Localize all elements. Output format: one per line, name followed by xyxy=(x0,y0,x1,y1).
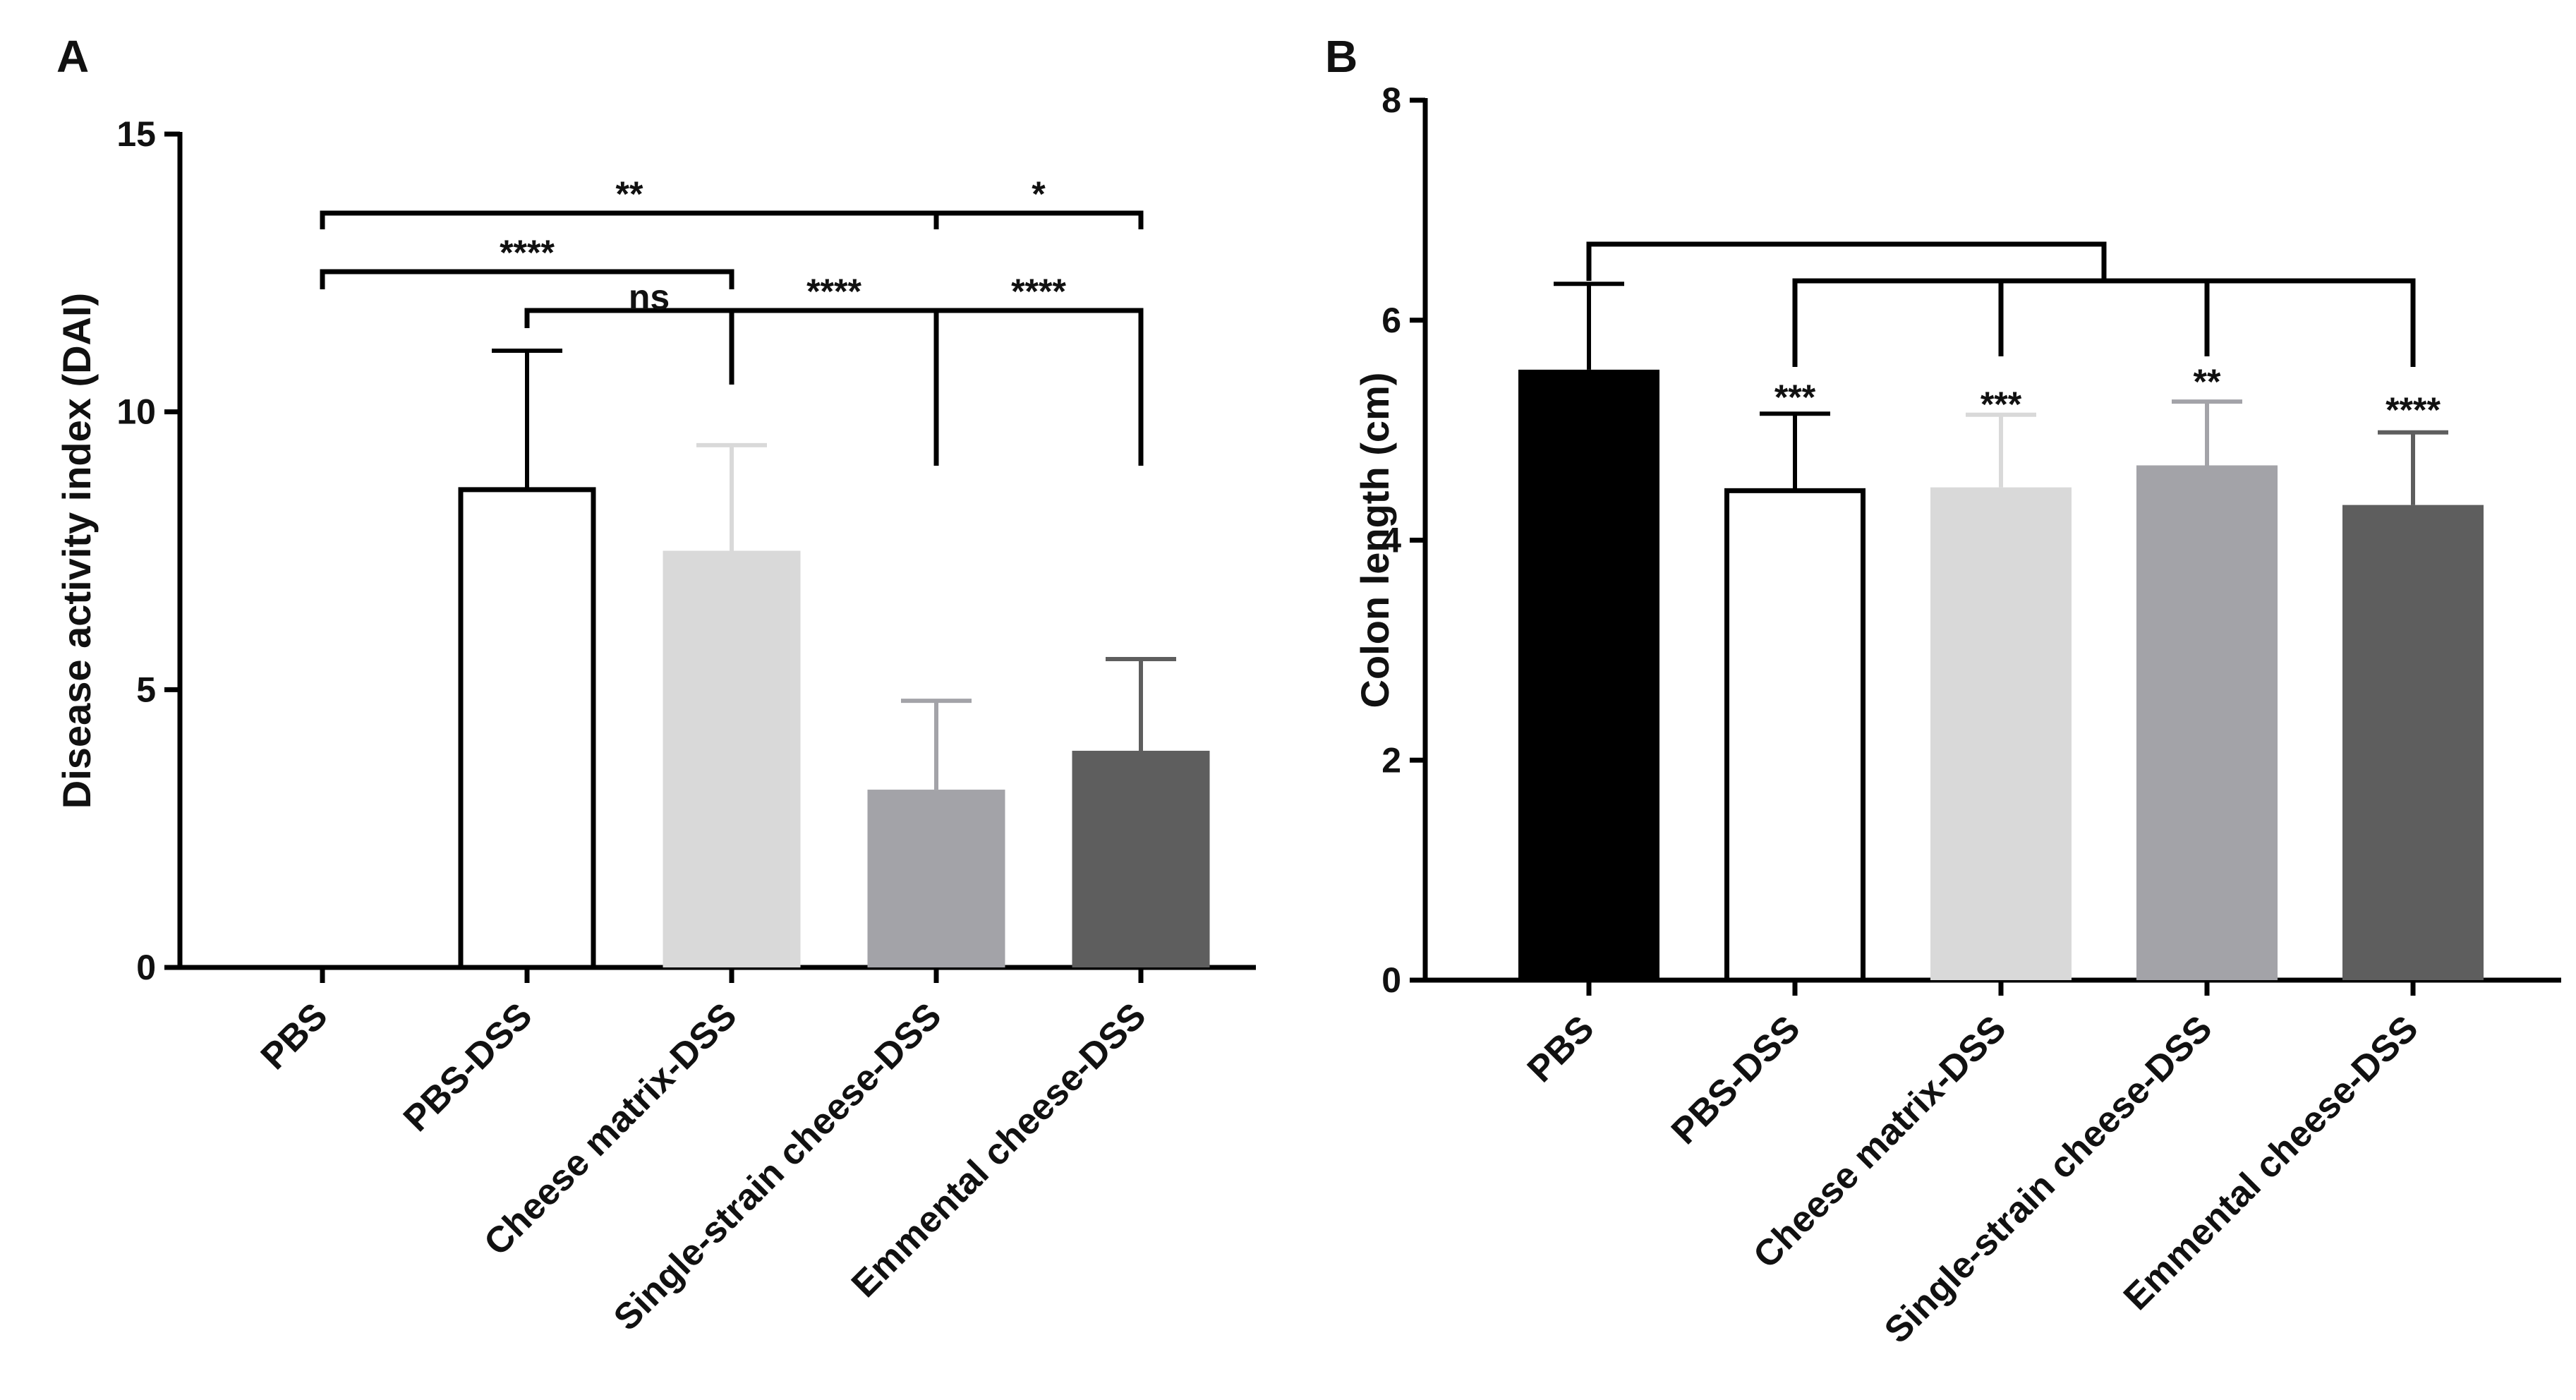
significance-label: **** xyxy=(500,233,555,272)
y-tick-label: 0 xyxy=(136,948,156,987)
significance-bracket xyxy=(524,308,1144,466)
panel-letter: A xyxy=(56,31,89,82)
bar-2 xyxy=(1930,487,2072,980)
significance-label: **** xyxy=(1011,272,1066,311)
significance-label: * xyxy=(1032,174,1046,214)
y-tick-label: 15 xyxy=(116,114,156,154)
significance-label: ** xyxy=(616,174,643,214)
y-tick-label: 6 xyxy=(1381,301,1401,340)
category-label: PBS xyxy=(1520,1008,1602,1090)
bar-4 xyxy=(1072,750,1210,967)
category-label: PBS-DSS xyxy=(396,995,540,1139)
bar-2 xyxy=(663,550,801,967)
bar-1 xyxy=(1724,488,1866,983)
bar-4 xyxy=(2342,505,2484,980)
bar-3 xyxy=(2136,465,2278,980)
significance-bracket xyxy=(1792,278,2416,367)
bar-3 xyxy=(867,790,1005,967)
y-tick-label: 5 xyxy=(136,670,156,709)
panel-a-chart: A Disease activity index (DAI) 0 5 10 15 PBS PB… xyxy=(54,31,1256,1339)
bar-0 xyxy=(1518,369,1659,980)
category-label: PBS-DSS xyxy=(1664,1008,1808,1152)
significance-label: **** xyxy=(806,272,861,311)
y-tick-label: 8 xyxy=(1381,80,1401,120)
significance-label: *** xyxy=(1774,378,1816,417)
panel-letter: B xyxy=(1325,31,1357,82)
category-label: Single-strain cheese-DSS xyxy=(1877,1008,2220,1351)
y-tick-label: 10 xyxy=(116,392,156,432)
significance-label: **** xyxy=(2385,390,2441,430)
bar-1 xyxy=(458,487,596,970)
significance-label: ** xyxy=(2194,362,2221,402)
y-axis-title: Colon length (cm) xyxy=(1353,373,1397,708)
significance-bracket xyxy=(1586,241,2107,281)
y-tick-label: 0 xyxy=(1381,960,1401,1000)
significance-bracket xyxy=(320,269,734,289)
y-tick-label: 4 xyxy=(1381,521,1401,560)
category-label: Single-strain cheese-DSS xyxy=(606,995,949,1338)
significance-bracket xyxy=(320,210,1144,229)
significance-label: ns xyxy=(629,277,670,317)
significance-label: *** xyxy=(1981,385,2022,424)
category-label: PBS xyxy=(253,995,336,1078)
y-tick-label: 2 xyxy=(1381,740,1401,780)
y-axis-title: Disease activity index (DAI) xyxy=(54,293,99,809)
